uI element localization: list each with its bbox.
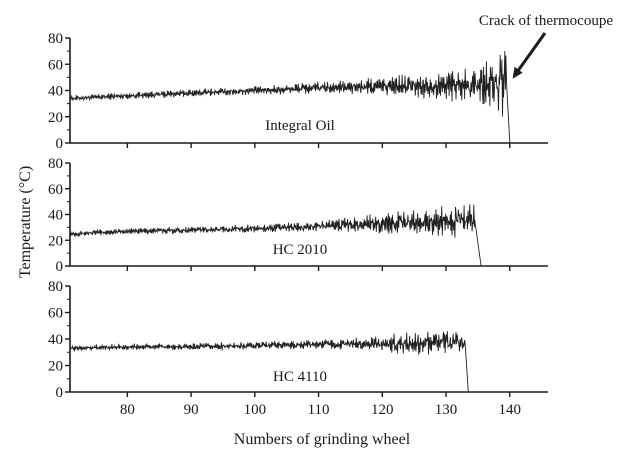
y-tick-label: 40: [48, 208, 63, 224]
series-line: [69, 204, 482, 267]
y-tick-label: 0: [56, 259, 64, 275]
annotation-arrow-head: [512, 66, 523, 79]
x-tick-label: 80: [120, 402, 135, 418]
annotation-text: Crack of thermocoupe: [479, 13, 613, 29]
y-tick-label: 20: [48, 233, 63, 249]
y-tick-label: 40: [48, 84, 63, 100]
x-tick-label: 90: [184, 402, 199, 418]
panel-label-bg: [258, 115, 342, 135]
panel-label: HC 4110: [273, 369, 327, 385]
y-tick-label: 80: [48, 279, 63, 295]
y-tick-label: 20: [48, 110, 63, 126]
panel-label-bg: [258, 239, 342, 259]
panel-0: 0 20 40 60 80 Integral Oil: [48, 31, 548, 152]
annotation: Crack of thermocoupe: [479, 13, 613, 79]
chart-panels: 0 20 40 60 80 Integral Oil 0 20 40 60 80 HC 2010 0 20…: [48, 31, 548, 401]
y-tick-label: 60: [48, 57, 63, 73]
series-line: [69, 51, 511, 144]
x-tick-label: 140: [499, 402, 522, 418]
y-tick-label: 60: [48, 306, 63, 322]
panel-label: Integral Oil: [265, 118, 335, 134]
x-axis-title: Numbers of grinding wheel: [234, 431, 411, 448]
panel-label-bg: [258, 366, 342, 386]
y-tick-label: 0: [56, 136, 64, 152]
y-axis-title: Temperature (°C): [17, 166, 34, 278]
y-tick-label: 80: [48, 31, 63, 47]
y-tick-label: 80: [48, 156, 63, 172]
panel-label: HC 2010: [273, 242, 328, 258]
x-tick-label: 120: [371, 402, 394, 418]
y-tick-label: 60: [48, 182, 63, 198]
x-axis: 80 90 100 110 120 130 140: [120, 402, 521, 418]
x-tick-label: 100: [244, 402, 267, 418]
panel-1: 0 20 40 60 80 HC 2010: [48, 156, 548, 275]
y-tick-label: 40: [48, 332, 63, 348]
annotation-arrow-shaft: [515, 32, 547, 74]
x-tick-label: 110: [308, 402, 330, 418]
y-tick-label: 0: [56, 385, 64, 401]
x-tick-label: 130: [435, 402, 458, 418]
panel-2: 0 20 40 60 80 HC 4110: [48, 279, 548, 401]
series-line: [69, 331, 469, 393]
y-tick-label: 20: [48, 359, 63, 375]
